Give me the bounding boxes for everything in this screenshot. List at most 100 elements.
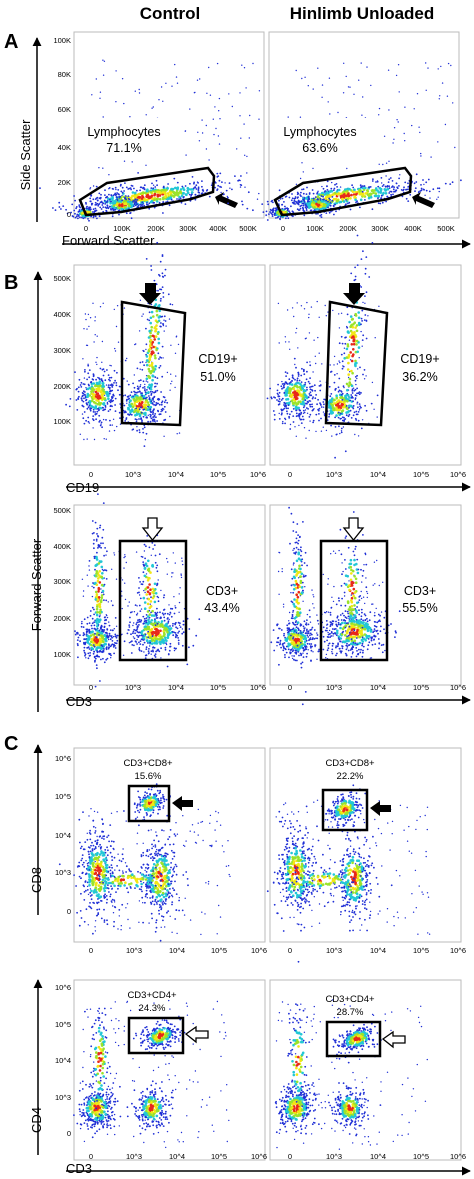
density-dot [305, 437, 307, 439]
density-dot [346, 388, 349, 392]
density-dot [153, 654, 156, 657]
density-dot [108, 400, 111, 403]
density-dot [377, 185, 380, 188]
density-dot [129, 394, 132, 397]
density-dot [153, 206, 156, 209]
density-dot [299, 409, 301, 412]
density-dot [278, 593, 280, 595]
density-dot [292, 402, 295, 406]
density-dot [143, 641, 146, 644]
density-dot [119, 417, 121, 419]
density-dot [356, 377, 358, 380]
density-dot [322, 411, 325, 413]
density-dot [316, 195, 320, 198]
density-dot [65, 208, 67, 211]
density-dot [180, 573, 182, 575]
density-dot [197, 189, 200, 192]
density-dot [246, 172, 248, 174]
density-dot [355, 383, 357, 386]
density-dot [335, 199, 339, 203]
density-dot [94, 657, 97, 660]
density-dot [93, 621, 96, 624]
density-dot [336, 186, 338, 188]
density-dot [164, 195, 167, 199]
density-dot [95, 572, 98, 575]
density-dot [353, 389, 356, 392]
density-dot [84, 313, 87, 315]
density-dot [372, 584, 374, 586]
density-dot [92, 419, 95, 422]
density-dot [278, 551, 280, 554]
density-dot [351, 388, 354, 391]
density-dot [96, 598, 100, 601]
density-dot [206, 92, 208, 95]
density-dot [88, 404, 91, 407]
density-dot [91, 211, 94, 213]
density-dot [284, 656, 286, 659]
density-dot [98, 414, 101, 417]
density-dot [277, 383, 279, 386]
density-dot [322, 401, 325, 403]
density-dot [306, 301, 308, 304]
density-dot [92, 542, 95, 545]
density-dot [155, 566, 158, 569]
density-dot [223, 193, 225, 196]
density-dot [291, 379, 293, 382]
density-dot [92, 411, 95, 413]
density-dot [227, 202, 230, 205]
density-dot [150, 383, 154, 386]
density-dot [134, 343, 136, 346]
density-dot [298, 201, 301, 204]
density-dot [270, 212, 273, 215]
density-dot [120, 203, 124, 206]
density-dot [182, 188, 186, 192]
density-dot [150, 650, 153, 653]
density-dot [96, 622, 99, 625]
density-dot [148, 397, 151, 399]
density-dot [315, 202, 318, 206]
density-dot [91, 387, 94, 390]
density-dot [184, 203, 187, 206]
density-dot [438, 190, 440, 193]
density-dot [164, 624, 167, 627]
density-dot [425, 89, 427, 92]
density-dot [360, 186, 363, 188]
density-dot [99, 424, 102, 427]
density-dot [296, 379, 299, 382]
density-dot [175, 336, 177, 338]
density-dot [139, 610, 142, 612]
density-dot [147, 630, 150, 633]
density-dot [101, 589, 105, 593]
density-dot [166, 612, 169, 615]
density-dot [111, 395, 113, 398]
density-dot [151, 182, 153, 185]
density-dot [189, 182, 191, 185]
density-dot [309, 413, 312, 416]
density-dot [319, 205, 323, 209]
density-dot [80, 625, 83, 628]
density-dot [228, 182, 231, 185]
density-dot [169, 625, 171, 627]
density-dot [273, 414, 276, 416]
density-dot [349, 324, 353, 328]
density-dot [111, 199, 114, 202]
density-dot [145, 375, 148, 377]
density-dot [124, 582, 126, 584]
density-dot [158, 273, 160, 276]
density-dot [109, 390, 111, 393]
density-dot [163, 619, 166, 622]
density-dot [354, 326, 357, 329]
density-dot [138, 88, 140, 91]
density-dot [349, 208, 352, 211]
density-dot [359, 405, 361, 408]
density-dot [121, 199, 124, 202]
density-dot [315, 413, 318, 416]
density-dot [99, 638, 102, 642]
density-dot [145, 327, 147, 330]
density-dot [156, 614, 158, 617]
density-dot [112, 394, 115, 397]
density-dot [349, 197, 352, 200]
density-dot [156, 564, 159, 567]
density-dot [343, 62, 345, 64]
density-dot [304, 76, 306, 79]
